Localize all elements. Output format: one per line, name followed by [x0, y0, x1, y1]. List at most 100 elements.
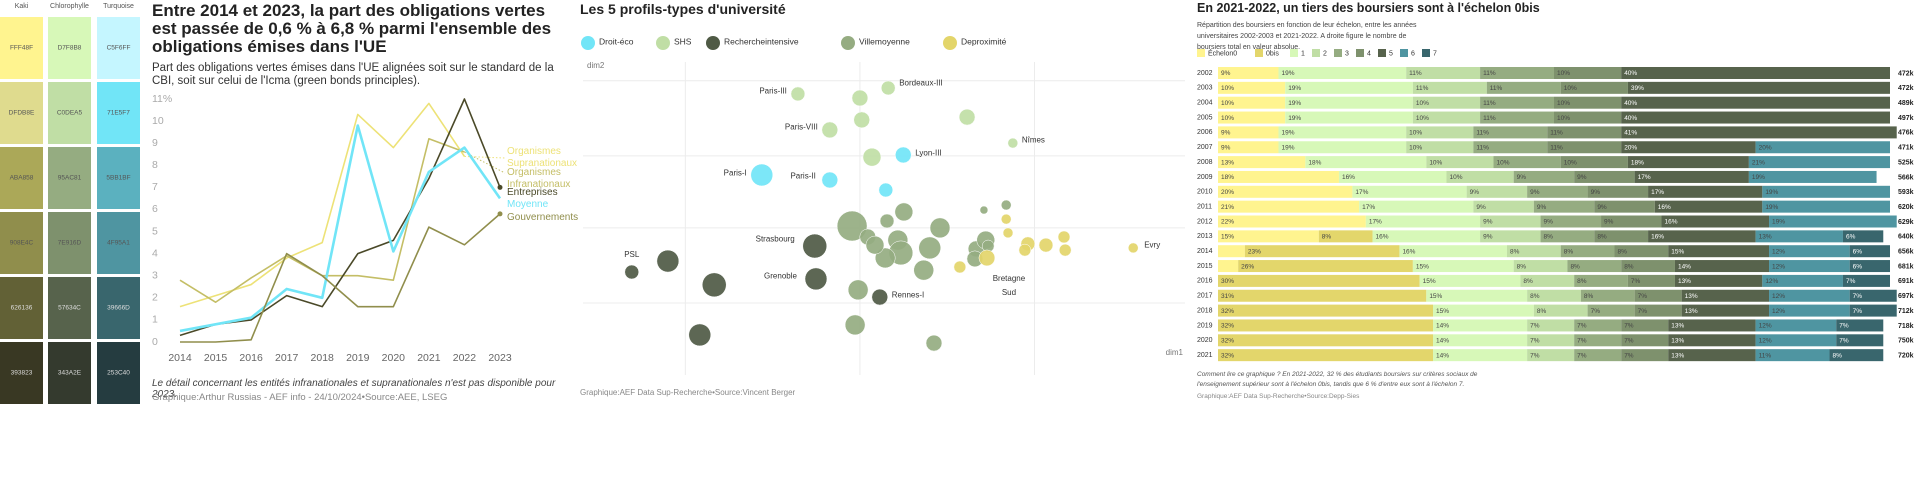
- bar-segment: [1849, 245, 1890, 258]
- bar-segment: [1587, 304, 1635, 317]
- legend-swatch: [943, 36, 957, 50]
- bar-segment: [1218, 334, 1434, 347]
- bar-value-label: 7%: [1839, 338, 1849, 345]
- scatter-source: Graphique:AEF Data Sup-Recherche•Source:…: [580, 388, 796, 397]
- bar-value-label: 11%: [1490, 85, 1503, 92]
- bar-value-label: 8%: [1510, 248, 1520, 255]
- bubble: [844, 314, 866, 336]
- legend-label: 6: [1411, 50, 1415, 57]
- bar-value-label: 8%: [1544, 234, 1554, 241]
- row-total: 629k: [1898, 219, 1914, 226]
- bar-value-label: 21%: [1752, 159, 1765, 166]
- row-total: 697k: [1898, 293, 1914, 300]
- bubble: [953, 260, 967, 274]
- legend-label: 3: [1345, 50, 1349, 57]
- bar-value-label: 7%: [1591, 308, 1601, 315]
- bar-value-label: 7%: [1577, 338, 1587, 345]
- y-tick-label: 7: [152, 181, 158, 193]
- scatter-title: Les 5 profils-types d'université: [580, 1, 786, 17]
- color-swatch: [48, 212, 91, 274]
- bubble-label: Lyon-III: [915, 148, 942, 158]
- bubble-label: Evry: [1144, 240, 1161, 250]
- bar-segment: [1406, 126, 1474, 139]
- bar-value-label: 11%: [1483, 100, 1496, 107]
- bar-value-label: 16%: [1658, 204, 1671, 211]
- bar-segment: [1554, 67, 1622, 79]
- bar-value-label: 15%: [1221, 234, 1234, 241]
- bubble: [979, 205, 989, 215]
- bar-value-label: 10%: [1557, 115, 1570, 122]
- bar-segment: [1648, 230, 1756, 243]
- bar-segment: [1352, 185, 1467, 198]
- bar-value-label: 12%: [1759, 323, 1772, 330]
- bar-value-label: 6%: [1853, 248, 1863, 255]
- bar-value-label: 11%: [1483, 70, 1496, 77]
- bar-value-label: 20%: [1221, 189, 1234, 196]
- bar-segment: [1554, 111, 1622, 124]
- legend-label: 2: [1323, 50, 1327, 57]
- bar-value-label: 12%: [1772, 263, 1785, 270]
- bar-segment: [1218, 67, 1279, 79]
- bar-segment: [1574, 274, 1628, 287]
- row-total: 489k: [1898, 100, 1914, 107]
- x-tick-label: 2015: [204, 352, 228, 364]
- color-swatch: [0, 212, 43, 274]
- bar-segment: [1849, 289, 1897, 302]
- bar-value-label: 40%: [1624, 70, 1637, 77]
- bar-value-label: 16%: [1376, 234, 1389, 241]
- bar-segment: [1473, 141, 1548, 154]
- bar-value-label: 23%: [1248, 248, 1261, 255]
- bar-segment: [1574, 349, 1622, 362]
- bubble: [958, 108, 976, 126]
- bar-value-label: 12%: [1772, 293, 1785, 300]
- bar-segment: [1681, 289, 1770, 302]
- bar-segment: [1836, 319, 1884, 332]
- bar-value-label: 14%: [1436, 323, 1449, 330]
- bubble: [929, 217, 951, 239]
- bar-segment: [1466, 185, 1528, 198]
- bar-segment: [1601, 215, 1662, 228]
- bar-title: En 2021-2022, un tiers des boursiers son…: [1197, 1, 1540, 15]
- bar-segment: [1621, 111, 1890, 124]
- y-tick-label: 3: [152, 270, 158, 282]
- bar-segment: [1668, 245, 1770, 258]
- bar-value-label: 19%: [1281, 130, 1294, 137]
- bar-segment: [1285, 96, 1413, 109]
- bar-segment: [1574, 334, 1622, 347]
- bar-value-label: 8%: [1577, 278, 1587, 285]
- bar-value-label: 9%: [1604, 219, 1614, 226]
- row-label: 2005: [1197, 114, 1213, 121]
- bar-value-label: 7%: [1631, 278, 1641, 285]
- bar-value-label: 13%: [1678, 278, 1691, 285]
- bar-segment: [1574, 170, 1635, 183]
- color-swatch: [48, 82, 91, 144]
- bar-value-label: 10%: [1557, 70, 1570, 77]
- x-tick-label: 2019: [346, 352, 370, 364]
- bar-segment: [1594, 230, 1649, 243]
- bubble: [1000, 199, 1012, 211]
- series-label: Organismes Supranationaux: [507, 146, 578, 169]
- bubble: [913, 259, 934, 281]
- bubble: [1038, 237, 1054, 253]
- bar-value-label: 7%: [1624, 338, 1634, 345]
- bubble: [880, 80, 896, 96]
- y-tick-label: 8: [152, 159, 158, 171]
- bar-value-label: 13%: [1685, 293, 1698, 300]
- bar-segment: [1433, 334, 1528, 347]
- bubble: [874, 247, 896, 269]
- bar-value-label: 12%: [1772, 248, 1785, 255]
- bar-segment: [1533, 304, 1588, 317]
- x-tick-label: 2016: [239, 352, 263, 364]
- bar-value-label: 11%: [1550, 130, 1563, 137]
- y-tick-label: 4: [152, 247, 158, 259]
- legend-label: 4: [1367, 50, 1371, 57]
- line-chart-note: Le détail concernant les entités infrana…: [152, 378, 556, 400]
- bar-value-label: 8%: [1564, 248, 1574, 255]
- bar-segment: [1285, 81, 1413, 94]
- y-tick-label: 5: [152, 225, 158, 237]
- color-swatch: [0, 17, 43, 79]
- x-axis-label: dim1: [1166, 348, 1184, 357]
- bar-segment: [1755, 141, 1890, 154]
- bar-value-label: 32%: [1221, 308, 1234, 315]
- bar-value-label: 13%: [1671, 352, 1684, 359]
